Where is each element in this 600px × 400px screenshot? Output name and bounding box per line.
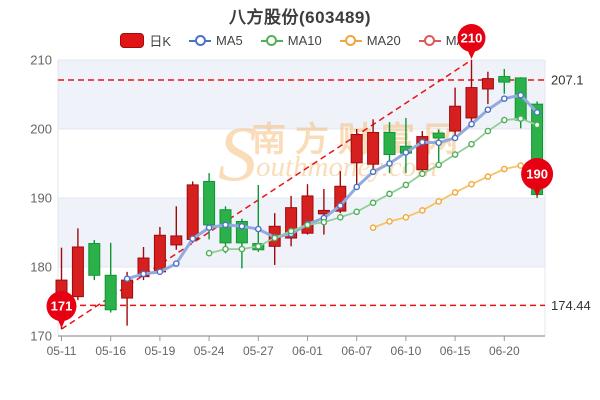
candle [235,220,248,244]
x-axis-label: 06-10 [391,344,422,358]
balloon-marker-171: 171 [46,291,77,329]
ma10-series-swatch [260,35,283,46]
candle [416,136,429,171]
candle [186,184,199,240]
candle [465,87,478,119]
candle [432,132,445,139]
candle [498,76,511,83]
x-axis-label: 05-24 [194,344,225,358]
candle [55,279,68,309]
legend-label: MA5 [216,33,243,48]
candle [285,207,298,239]
candle [383,131,396,156]
candle-series-swatch [120,33,145,48]
candle [317,209,330,215]
legend-label: MA20 [366,33,401,48]
ma-line-ma10 [205,115,541,257]
y-axis-label: 170 [30,329,52,344]
grid-lines [57,59,546,336]
x-axis-label: 06-07 [341,344,372,358]
legend-label: 日K [149,34,172,49]
candle [170,235,183,246]
y-axis-label: 210 [30,53,52,68]
candle [104,274,117,311]
ma-line-ma20 [369,160,541,231]
ma20-series-swatch [339,35,362,46]
legend-item-ma30[interactable]: MA30 [418,33,480,48]
candle [481,78,494,90]
candle [399,145,412,154]
balloon-label: 190 [526,167,548,182]
candle [121,279,134,299]
candles-layer [55,60,544,330]
x-axis-label: 05-27 [243,344,274,358]
svg-text:S: S [218,110,257,197]
reference-lines [58,59,545,330]
axes: 05-11 05-16 05-19 05-24 05-27 06-01 06-07 06-10… [30,53,545,358]
chart-legend: 日K MA5 MA10 MA20 MA30 [0,31,600,50]
x-axis-label: 05-19 [145,344,176,358]
y-axis-label: 200 [30,122,52,137]
resistance-value-label: 207.1 [551,73,584,88]
candle [531,103,544,196]
legend-label: MA30 [445,33,480,48]
legend-item-ma20[interactable]: MA20 [339,33,401,48]
x-axis-label: 06-20 [489,344,520,358]
legend-label: MA10 [287,33,322,48]
support-value-label: 174.44 [551,298,591,313]
legend-item-ma5[interactable]: MA5 [189,33,243,48]
candle [367,131,380,165]
candle [219,209,232,244]
candle [301,195,314,234]
x-axis-label: 05-16 [95,344,126,358]
candle [153,234,166,273]
x-axis-label: 05-11 [47,344,77,358]
candle [71,246,84,298]
ma5-series-swatch [189,35,212,46]
svg-text:南方财富网: 南方财富网 [252,120,467,159]
candle [514,77,527,121]
legend-item-ma10[interactable]: MA10 [260,33,322,48]
candle [350,134,363,164]
candle [88,243,101,276]
svg-text:outhmoney.com: outhmoney.com [256,151,437,183]
x-axis-label: 06-01 [292,344,323,358]
plot-bands [58,60,545,267]
chart-title: 八方股份(603489) [228,8,372,27]
candle [203,180,216,226]
legend-item-day-k[interactable]: 日K [120,31,171,50]
candle [334,185,347,212]
balloon-marker-190: 190 [521,158,554,197]
y-axis-label: 190 [30,191,52,206]
y-axis-label: 180 [30,260,52,275]
candle [137,257,150,278]
candle [449,105,462,132]
candle [252,243,265,251]
ma30-series-swatch [418,35,441,46]
balloon-label: 171 [51,299,73,314]
candle [268,225,281,247]
x-axis-label: 06-15 [440,344,471,358]
ma-line-ma5 [123,91,541,283]
